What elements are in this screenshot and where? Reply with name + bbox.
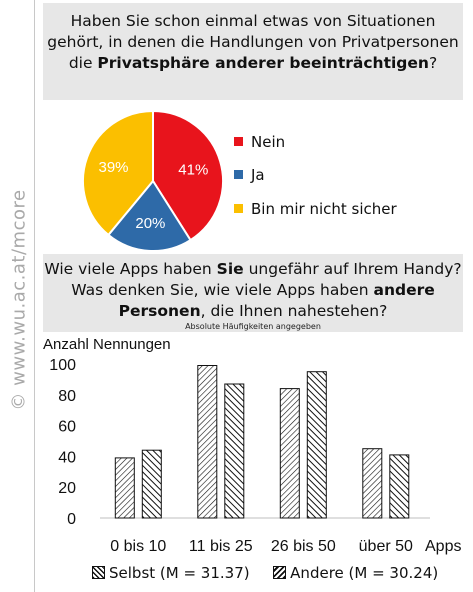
bar-legend: Selbst (M = 31.37) Andere (M = 30.24) bbox=[92, 564, 438, 582]
copyright-watermark: © www.wu.ac.at/mcore bbox=[4, 0, 35, 592]
y-axis-title: Anzahl Nennungen bbox=[43, 336, 171, 353]
y-tick-label: 100 bbox=[49, 357, 76, 374]
question-2-text: Wie viele Apps haben Sie ungefähr auf Ih… bbox=[43, 259, 463, 322]
q2-part1: Wie viele Apps haben bbox=[44, 260, 217, 278]
question-1-box: Haben Sie schon einmal etwas von Situati… bbox=[43, 3, 463, 100]
q2-part3: , die Ihnen nahestehen? bbox=[200, 302, 388, 320]
pie-label-ja: 20% bbox=[135, 215, 165, 232]
x-axis-title: Apps bbox=[425, 538, 461, 555]
question-1-text: Haben Sie schon einmal etwas von Situati… bbox=[47, 12, 459, 72]
question-1-end: ? bbox=[428, 54, 438, 72]
pie-chart: 41% 20% 39% bbox=[81, 109, 224, 252]
pie-legend-label-unsure: Bin mir nicht sicher bbox=[251, 200, 397, 218]
x-tick-label: 0 bis 10 bbox=[110, 538, 166, 555]
bar-selbst bbox=[197, 365, 218, 519]
x-tick-label: über 50 bbox=[359, 538, 413, 555]
bar-legend-label-selbst: Selbst (M = 31.37) bbox=[109, 564, 250, 582]
bar-legend-swatch-andere bbox=[273, 566, 287, 579]
pie-legend-item-nein: Nein bbox=[234, 133, 285, 151]
pie-legend-swatch-unsure bbox=[234, 204, 243, 213]
x-tick-label: 26 bis 50 bbox=[271, 538, 336, 555]
pie-legend-label-nein: Nein bbox=[251, 133, 286, 151]
q2-bold-sie: Sie bbox=[216, 260, 244, 278]
pie-legend-swatch-ja bbox=[234, 170, 243, 179]
pie-slice-bin-mir-nicht-sicher bbox=[81, 109, 154, 237]
bar-selbst bbox=[114, 457, 135, 519]
question-1-bold: Privatsphäre anderer beeinträchtigen bbox=[97, 54, 429, 72]
q2-bold-andere: andere Personen bbox=[118, 281, 435, 320]
pie-label-bin-mir-nicht-sicher: 39% bbox=[98, 159, 128, 176]
bar-andere bbox=[224, 383, 245, 519]
bar-selbst bbox=[279, 388, 300, 519]
y-tick-label: 0 bbox=[67, 511, 76, 528]
y-tick-label: 20 bbox=[58, 480, 76, 497]
pie-legend-label-ja: Ja bbox=[251, 166, 265, 184]
bar-andere bbox=[141, 449, 162, 519]
y-tick-label: 40 bbox=[58, 449, 76, 466]
question-2-box: Wie viele Apps haben Sie ungefähr auf Ih… bbox=[43, 254, 463, 332]
bar-legend-item-selbst: Selbst (M = 31.37) bbox=[92, 564, 250, 582]
y-tick-label: 80 bbox=[58, 388, 76, 405]
bar-legend-swatch-selbst bbox=[92, 566, 105, 579]
bar-selbst bbox=[362, 448, 383, 519]
pie-legend-item-ja: Ja bbox=[234, 166, 265, 184]
q2-note: Absolute Häufigkeiten angegeben bbox=[185, 322, 321, 331]
bar-andere bbox=[306, 371, 327, 519]
x-tick-label: 11 bis 25 bbox=[189, 538, 253, 555]
q2-part2: ungefähr auf Ihrem Handy? Was denken Sie… bbox=[71, 260, 462, 299]
bar-legend-item-andere: Andere (M = 30.24) bbox=[273, 564, 438, 582]
bar-chart: Anzahl Nennungen Apps 0 20 40 60 80 100 0 bis … bbox=[43, 336, 461, 555]
pie-legend-item-unsure: Bin mir nicht sicher bbox=[234, 200, 397, 218]
bar-andere bbox=[389, 454, 410, 519]
pie-legend-swatch-nein bbox=[234, 137, 243, 146]
pie-slice-ja bbox=[106, 179, 192, 252]
pie-label-nein: 41% bbox=[178, 161, 208, 178]
y-tick-label: 60 bbox=[58, 419, 76, 436]
bar-legend-label-andere: Andere (M = 30.24) bbox=[290, 564, 439, 582]
